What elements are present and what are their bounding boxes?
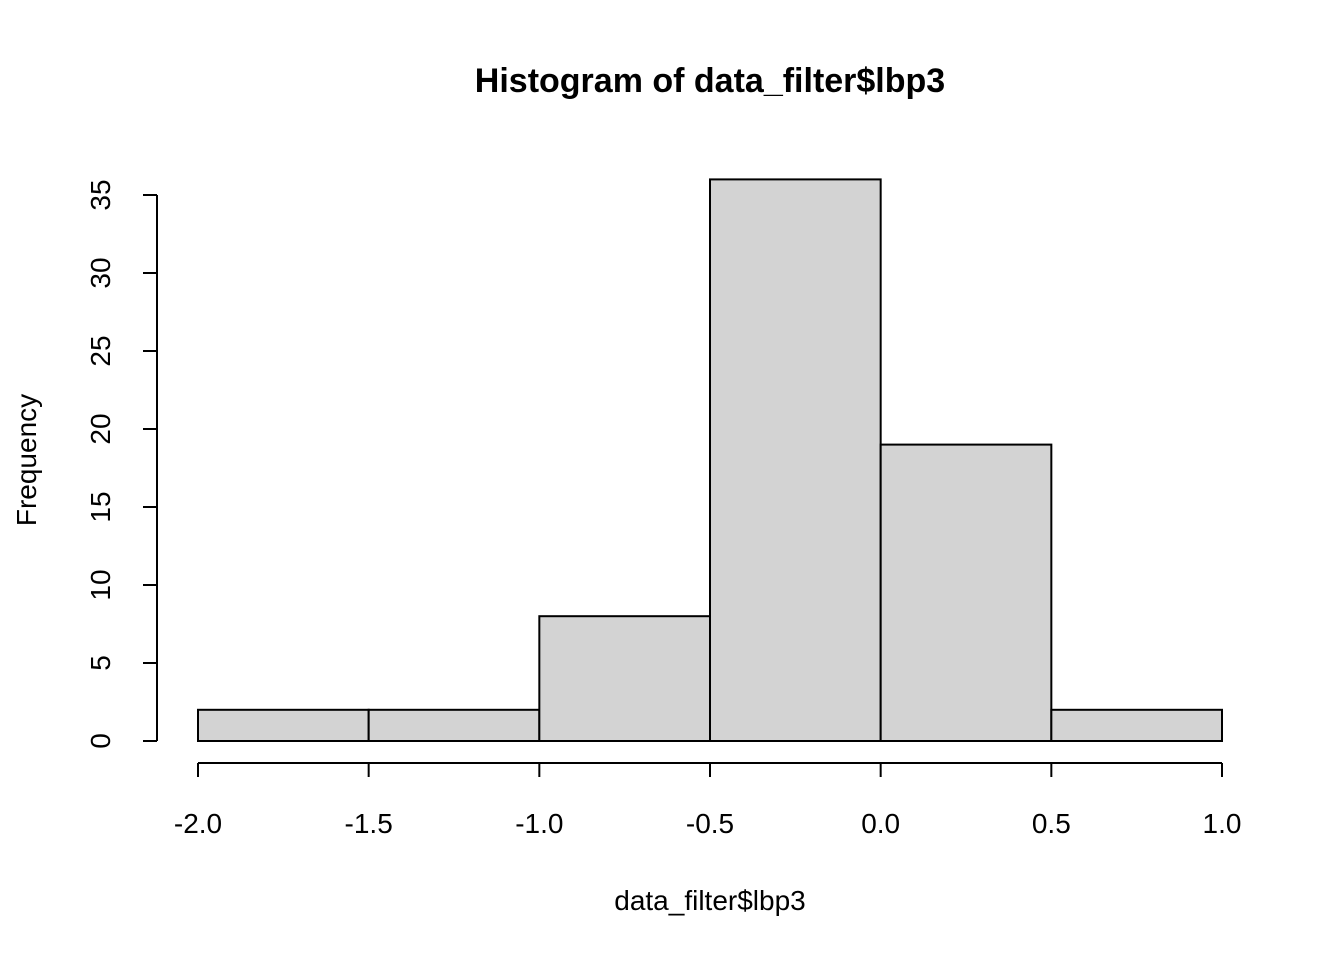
y-axis: 0 5 10 15 20 25 30 35 <box>85 179 158 749</box>
x-tick-label: -2.0 <box>174 808 222 839</box>
chart-title: Histogram of data_filter$lbp3 <box>475 62 945 100</box>
y-tick-label: 15 <box>85 491 116 522</box>
x-tick-label: 1.0 <box>1203 808 1242 839</box>
x-tick-label: 0.5 <box>1032 808 1071 839</box>
y-tick-label: 20 <box>85 413 116 444</box>
histogram-bar <box>367 708 541 742</box>
x-tick-label: -1.0 <box>515 808 563 839</box>
y-tick-label: 10 <box>85 569 116 600</box>
y-tick-label: 5 <box>85 655 116 671</box>
y-axis-label: Frequency <box>11 394 42 526</box>
x-axis: -2.0 -1.5 -1.0 -0.5 0.0 0.5 1.0 <box>174 762 1242 839</box>
x-tick-label: -0.5 <box>686 808 734 839</box>
histogram-bar <box>538 615 711 743</box>
histogram-bar <box>879 443 1053 742</box>
x-tick-label: -1.5 <box>345 808 393 839</box>
y-tick-label: 0 <box>85 733 116 749</box>
histogram-bar <box>197 708 370 742</box>
x-axis-label: data_filter$lbp3 <box>614 885 805 916</box>
y-tick-label: 30 <box>85 257 116 288</box>
y-tick-label: 35 <box>85 179 116 210</box>
bars-group <box>197 178 1224 743</box>
histogram-bar <box>709 178 882 742</box>
histogram-bar <box>1050 708 1224 742</box>
x-tick-label: 0.0 <box>861 808 900 839</box>
y-tick-label: 25 <box>85 335 116 366</box>
